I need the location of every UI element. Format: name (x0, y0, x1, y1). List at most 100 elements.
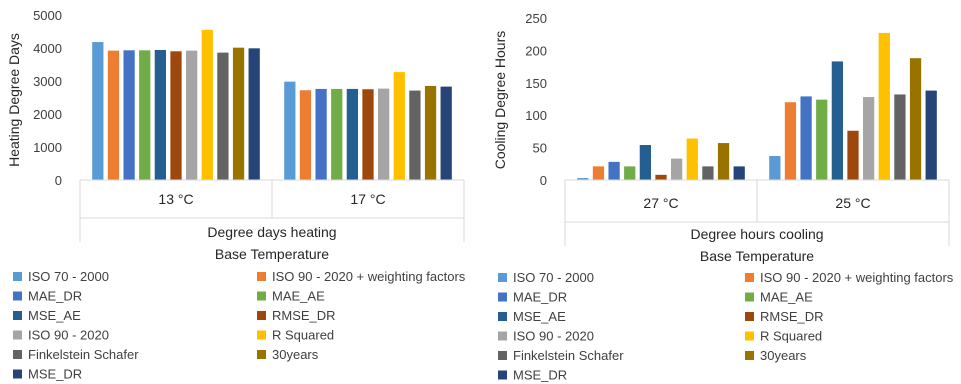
y-tick-label: 2000 (33, 107, 62, 122)
legend-swatch-mae-dr (498, 292, 507, 302)
y-tick-label: 50 (533, 141, 547, 156)
legend-label-30years: 30years (272, 347, 319, 362)
bar-iso-70-2000-17-c (284, 81, 296, 180)
y-tick-label: 4000 (33, 41, 62, 56)
bar-finkelstein-schafer-13-c (217, 52, 229, 181)
bar-r-squared-13-c (201, 29, 213, 180)
cooling-x-axis-title: Base Temperature (700, 248, 814, 264)
legend-label-finkelstein-schafer: Finkelstein Schafer (513, 348, 624, 363)
legend-swatch-mae-ae (745, 292, 754, 302)
legend-label-iso-70-2000: ISO 70 - 2000 (513, 270, 594, 285)
category-label: 17 °C (350, 191, 385, 207)
bar-mse-dr-27-c (733, 166, 745, 180)
legend-swatch-iso-90-2020-weighting-factors (745, 273, 754, 282)
y-tick-label: 250 (525, 11, 547, 26)
bar-mae-dr-17-c (315, 88, 327, 180)
cooling-bars (577, 32, 937, 181)
bar-r-squared-25-c (878, 32, 890, 181)
heating-group-label: Degree days heating (207, 224, 336, 240)
y-tick-label: 150 (525, 76, 547, 91)
bar-30years-13-c (232, 47, 245, 180)
bar-mse-dr-25-c (925, 90, 937, 180)
bar-rmse-dr-25-c (847, 130, 859, 180)
heating-y-ticks: 0 1000 2000 3000 4000 5000 (33, 8, 62, 188)
legend-label-iso-90-2020-weighting-factors: ISO 90 - 2020 + weighting factors (272, 269, 466, 284)
heating-x-axis-title: Base Temperature (215, 246, 329, 262)
y-tick-label: 200 (525, 43, 547, 58)
legend-label-iso-90-2020: ISO 90 - 2020 (28, 328, 109, 343)
bar-rmse-dr-13-c (170, 51, 182, 180)
bar-iso-90-2020-weighting-factors-25-c (784, 102, 797, 180)
cooling-y-ticks: 0 50 100 150 200 250 (525, 11, 547, 188)
heating-degree-days-chart: Heating Degree Days 0 1000 2000 3000 4000 500… (6, 8, 466, 382)
legend-label-iso-90-2020-weighting-factors: ISO 90 - 2020 + weighting factors (760, 270, 954, 285)
bar-iso-90-2020-weighting-factors-17-c (299, 90, 312, 180)
bar-iso-70-2000-25-c (769, 156, 781, 180)
legend-swatch-finkelstein-schafer (13, 350, 22, 359)
legend-swatch-r-squared (257, 330, 266, 340)
bar-iso-90-2020-25-c (863, 97, 875, 180)
bar-mae-ae-25-c (816, 99, 828, 180)
bar-mse-dr-17-c (440, 86, 452, 180)
bar-iso-70-2000-13-c (92, 42, 104, 181)
cooling-group-label: Degree hours cooling (690, 226, 823, 242)
bar-iso-70-2000-27-c (577, 178, 589, 180)
bar-mae-dr-13-c (123, 50, 135, 181)
heating-category-labels: 13 °C 17 °C (158, 191, 385, 207)
legend-swatch-finkelstein-schafer (498, 351, 507, 360)
legend-label-mse-dr: MSE_DR (513, 368, 567, 383)
y-tick-label: 1000 (33, 140, 62, 155)
bar-finkelstein-schafer-27-c (702, 166, 714, 180)
bar-mae-dr-25-c (800, 96, 812, 180)
legend-swatch-mae-ae (257, 291, 266, 301)
bar-mae-ae-27-c (624, 166, 636, 180)
bar-mae-ae-13-c (139, 50, 151, 181)
y-tick-label: 5000 (33, 8, 62, 23)
legend-label-mse-dr: MSE_DR (28, 367, 82, 382)
cooling-y-axis-title: Cooling Degree Hours (492, 31, 508, 170)
bar-30years-27-c (717, 143, 730, 180)
y-tick-label: 0 (55, 173, 62, 188)
legend-swatch-mae-dr (13, 291, 22, 301)
bar-mae-ae-17-c (331, 88, 343, 180)
legend-swatch-mse-dr (13, 369, 22, 379)
heating-legend: ISO 70 - 2000 ISO 90 - 2020 + weighting f… (13, 269, 466, 382)
category-label: 25 °C (835, 195, 870, 211)
legend-label-iso-70-2000: ISO 70 - 2000 (28, 269, 109, 284)
y-tick-label: 0 (540, 173, 547, 188)
legend-label-r-squared: R Squared (272, 328, 334, 343)
bar-mse-dr-13-c (248, 48, 260, 180)
bar-30years-17-c (424, 85, 437, 180)
legend-label-rmse-dr: RMSE_DR (760, 309, 824, 324)
bar-iso-90-2020-weighting-factors-27-c (592, 166, 605, 180)
legend-label-mae-ae: MAE_AE (760, 290, 813, 305)
bar-finkelstein-schafer-25-c (894, 94, 906, 180)
legend-label-mse-ae: MSE_AE (28, 308, 81, 323)
bar-mse-ae-27-c (639, 145, 651, 180)
bar-iso-90-2020-17-c (378, 88, 390, 180)
y-tick-label: 3000 (33, 74, 62, 89)
legend-swatch-iso-90-2020 (498, 331, 507, 341)
legend-label-r-squared: R Squared (760, 329, 822, 344)
legend-label-30years: 30years (760, 348, 807, 363)
bar-mse-ae-17-c (346, 88, 358, 180)
bar-mse-ae-25-c (831, 61, 843, 180)
cooling-degree-hours-chart: Cooling Degree Hours 0 50 100 150 200 250 27 … (492, 11, 954, 383)
legend-swatch-mse-dr (498, 370, 507, 380)
bar-mse-ae-13-c (154, 49, 166, 181)
legend-label-finkelstein-schafer: Finkelstein Schafer (28, 347, 139, 362)
bar-finkelstein-schafer-17-c (409, 90, 421, 180)
legend-swatch-iso-70-2000 (498, 273, 507, 282)
legend-swatch-30years (745, 351, 754, 360)
legend-swatch-mse-ae (13, 311, 22, 320)
legend-swatch-30years (257, 350, 266, 359)
legend-swatch-iso-90-2020 (13, 330, 22, 340)
cooling-category-labels: 27 °C 25 °C (643, 195, 870, 211)
category-label: 27 °C (643, 195, 678, 211)
legend-swatch-iso-90-2020-weighting-factors (257, 272, 266, 281)
bar-r-squared-27-c (686, 138, 698, 180)
legend-label-mae-ae: MAE_AE (272, 289, 325, 304)
bar-mae-dr-27-c (608, 161, 620, 180)
legend-swatch-iso-70-2000 (13, 272, 22, 281)
